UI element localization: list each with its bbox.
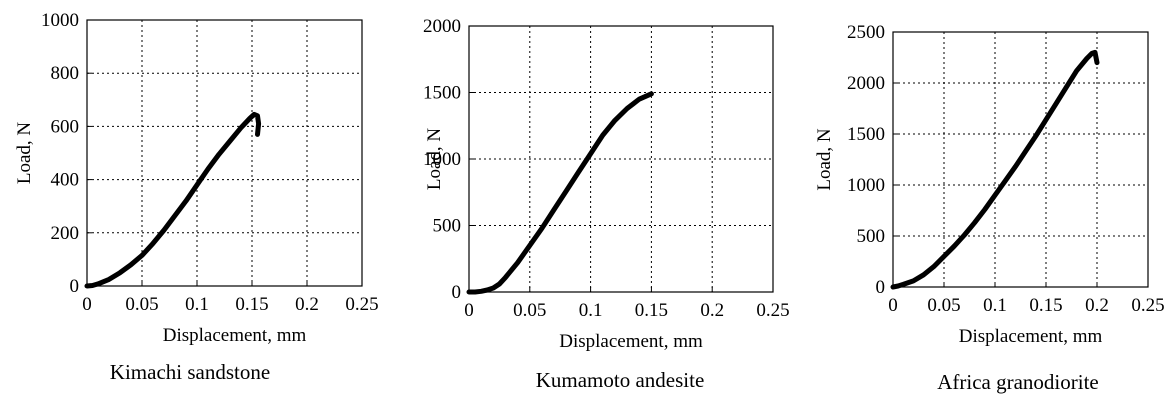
kimachi-x-tick-label-1: 0.05	[125, 294, 158, 315]
kimachi-plot-frame	[86, 19, 363, 287]
kimachi-y-tick-label-5: 1000	[41, 10, 79, 31]
kimachi-y-axis-label: Load, N	[14, 122, 35, 185]
kimachi-x-tick-label-5: 0.25	[345, 294, 378, 315]
kimachi-y-tick-label-2: 400	[51, 170, 80, 191]
chart-caption-kimachi: Kimachi sandstone	[109, 360, 271, 384]
kimachi-y-tick-label-3: 600	[51, 116, 80, 137]
kimachi-y-tick-label-1: 200	[51, 223, 80, 244]
kimachi-x-tick-label-4: 0.2	[295, 294, 319, 315]
kimachi-x-tick-label-3: 0.15	[235, 294, 268, 315]
kimachi-series-line-0	[84, 111, 262, 289]
kimachi-y-tick-label-0: 0	[70, 276, 80, 297]
chart-caption-africa: Africa granodiorite	[937, 370, 1099, 394]
chart-caption-kumamoto: Kumamoto andesite	[535, 368, 705, 392]
kimachi-y-tick-label-4: 800	[51, 63, 80, 84]
kimachi-x-tick-label-2: 0.1	[185, 294, 209, 315]
kimachi-x-axis-label: Displacement, mm	[163, 325, 307, 346]
kimachi-x-tick-label-0: 0	[82, 294, 92, 315]
